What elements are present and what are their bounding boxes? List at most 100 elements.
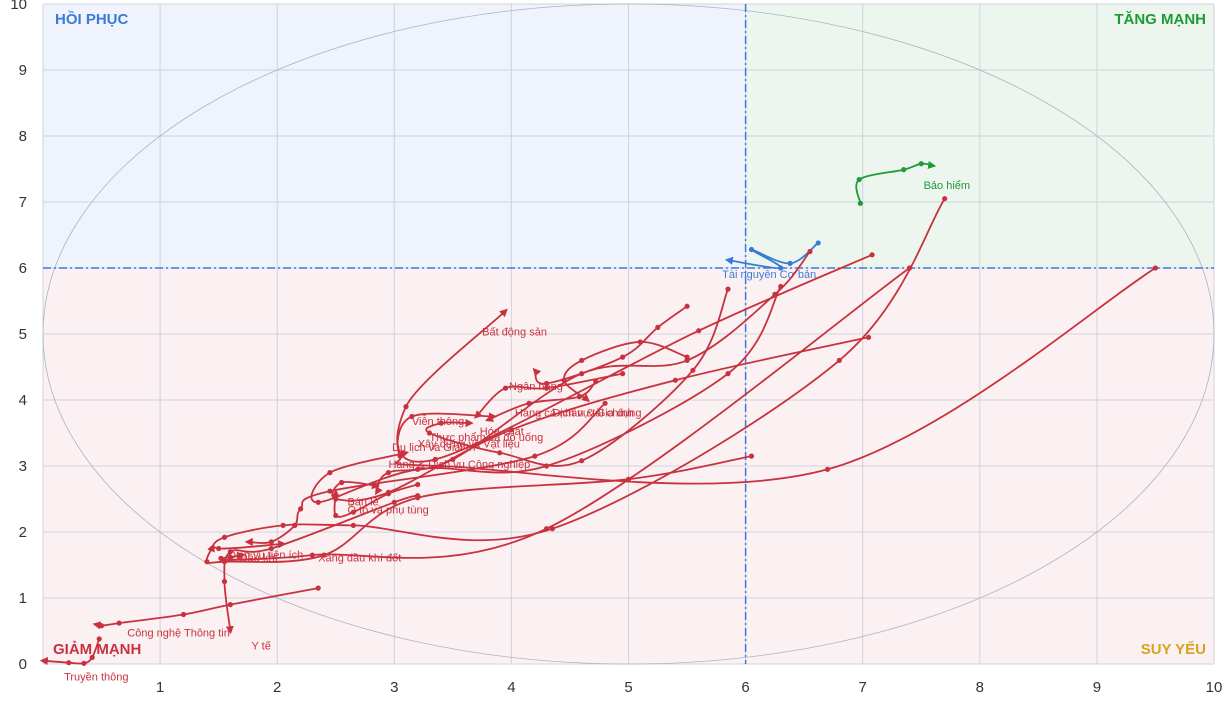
series-point — [415, 493, 421, 499]
series-point — [824, 466, 831, 472]
series-label: Tài nguyên Cơ bản — [722, 269, 816, 281]
series-point — [415, 481, 421, 488]
series-point — [508, 427, 514, 433]
quadrant-label-tl: HỒI PHỤC — [55, 10, 129, 28]
y-tick-label: 5 — [19, 326, 27, 343]
series-point — [532, 453, 538, 459]
y-tick-label: 7 — [19, 194, 27, 211]
series-point — [327, 488, 333, 494]
quadrant-label-tr: TĂNG MẠNH — [1114, 11, 1206, 28]
reference-ellipse — [42, 3, 1215, 665]
series-label: Bán lẻ — [347, 497, 378, 509]
series-point — [815, 240, 821, 246]
series-2: Bất động sản — [396, 252, 875, 463]
quadrant-label-br: SUY YẾU — [1141, 641, 1206, 658]
series-point — [409, 413, 415, 420]
series-6: Viễn thông — [394, 265, 1159, 485]
series-point — [655, 324, 661, 330]
series-point — [216, 545, 222, 552]
x-tick-label: 1 — [156, 679, 164, 696]
series-point — [690, 367, 696, 373]
series-point — [748, 453, 755, 459]
series-point — [227, 554, 233, 560]
series-point — [579, 371, 585, 377]
series-point — [901, 167, 907, 173]
series-point — [180, 611, 187, 618]
series-point — [807, 248, 813, 255]
series-label: Ngân hàng — [509, 381, 563, 393]
series-point — [865, 334, 872, 340]
series-point — [432, 456, 438, 462]
series-point — [66, 660, 72, 666]
y-tick-label: 0 — [19, 656, 27, 673]
series-point — [543, 380, 550, 387]
series-label: Hàng & Dịch vụ Công nghiệp — [388, 459, 530, 471]
series-3: Ngân hàng — [509, 303, 690, 393]
series-point — [857, 200, 863, 206]
series-label: Công nghệ Thông tin — [127, 627, 230, 639]
x-tick-label: 4 — [507, 679, 515, 696]
x-tick-label: 5 — [624, 679, 632, 696]
series-point — [315, 499, 321, 505]
series-10: Du lịch và Giải trí — [310, 283, 784, 505]
series-point — [502, 385, 509, 391]
series-point — [89, 654, 95, 661]
series-point — [684, 303, 690, 309]
x-tick-label: 6 — [741, 679, 749, 696]
x-tick-label: 3 — [390, 679, 398, 696]
series-point — [227, 602, 233, 608]
y-tick-label: 6 — [19, 260, 27, 277]
series-point — [579, 357, 585, 363]
series-label: Viễn thông — [412, 415, 464, 428]
series-point — [748, 246, 755, 253]
series-11: Hàng & Dịch vụ Công nghiệp — [331, 334, 872, 502]
series-point — [385, 470, 392, 476]
y-tick-label: 8 — [19, 128, 27, 145]
series-label: Xăng dầu khí đốt — [318, 553, 401, 565]
x-tick-label: 2 — [273, 679, 281, 696]
series-point — [725, 286, 731, 292]
series-label: Bất động sản — [482, 326, 547, 338]
series-point — [620, 371, 626, 377]
series-point — [778, 283, 784, 290]
series-label: Xây dựng và Vật liệu — [418, 439, 520, 451]
series-17: Y tế — [221, 493, 421, 652]
y-tick-label: 1 — [19, 590, 27, 607]
series-label: Y tế — [251, 640, 270, 652]
series-point — [725, 371, 731, 377]
series-point — [204, 559, 210, 565]
series-point — [836, 357, 842, 363]
series-point — [333, 512, 339, 519]
series-point — [280, 522, 286, 529]
series-point — [620, 354, 626, 360]
series-point — [403, 404, 409, 410]
series-point — [602, 400, 608, 406]
series-point — [856, 176, 862, 183]
series-point — [1152, 265, 1159, 271]
series-point — [350, 522, 356, 529]
series-trail — [396, 253, 873, 463]
series-point — [672, 377, 678, 383]
series-point — [116, 620, 122, 626]
quadrant-label-bl: GIẢM MẠNH — [53, 641, 141, 658]
series-point — [906, 265, 913, 271]
y-tick-label: 4 — [19, 392, 27, 409]
series-1: Tài nguyên Cơ bản — [722, 240, 821, 281]
series-point — [543, 463, 550, 469]
series-point — [385, 491, 392, 497]
series-trail — [473, 372, 623, 419]
series-point — [339, 479, 345, 486]
series-point — [96, 636, 102, 642]
series-0: Bảo hiểm — [855, 160, 970, 206]
x-tick-label: 9 — [1093, 679, 1101, 696]
series-point — [576, 394, 582, 400]
series-point — [918, 161, 924, 167]
series-trail — [331, 336, 869, 502]
series-point — [268, 545, 274, 552]
series-point — [391, 499, 397, 505]
series-label: Truyền thông — [64, 672, 128, 684]
series-label: Du lịch và Giải trí — [392, 442, 476, 454]
series-point — [218, 555, 224, 562]
series-point — [81, 660, 87, 666]
